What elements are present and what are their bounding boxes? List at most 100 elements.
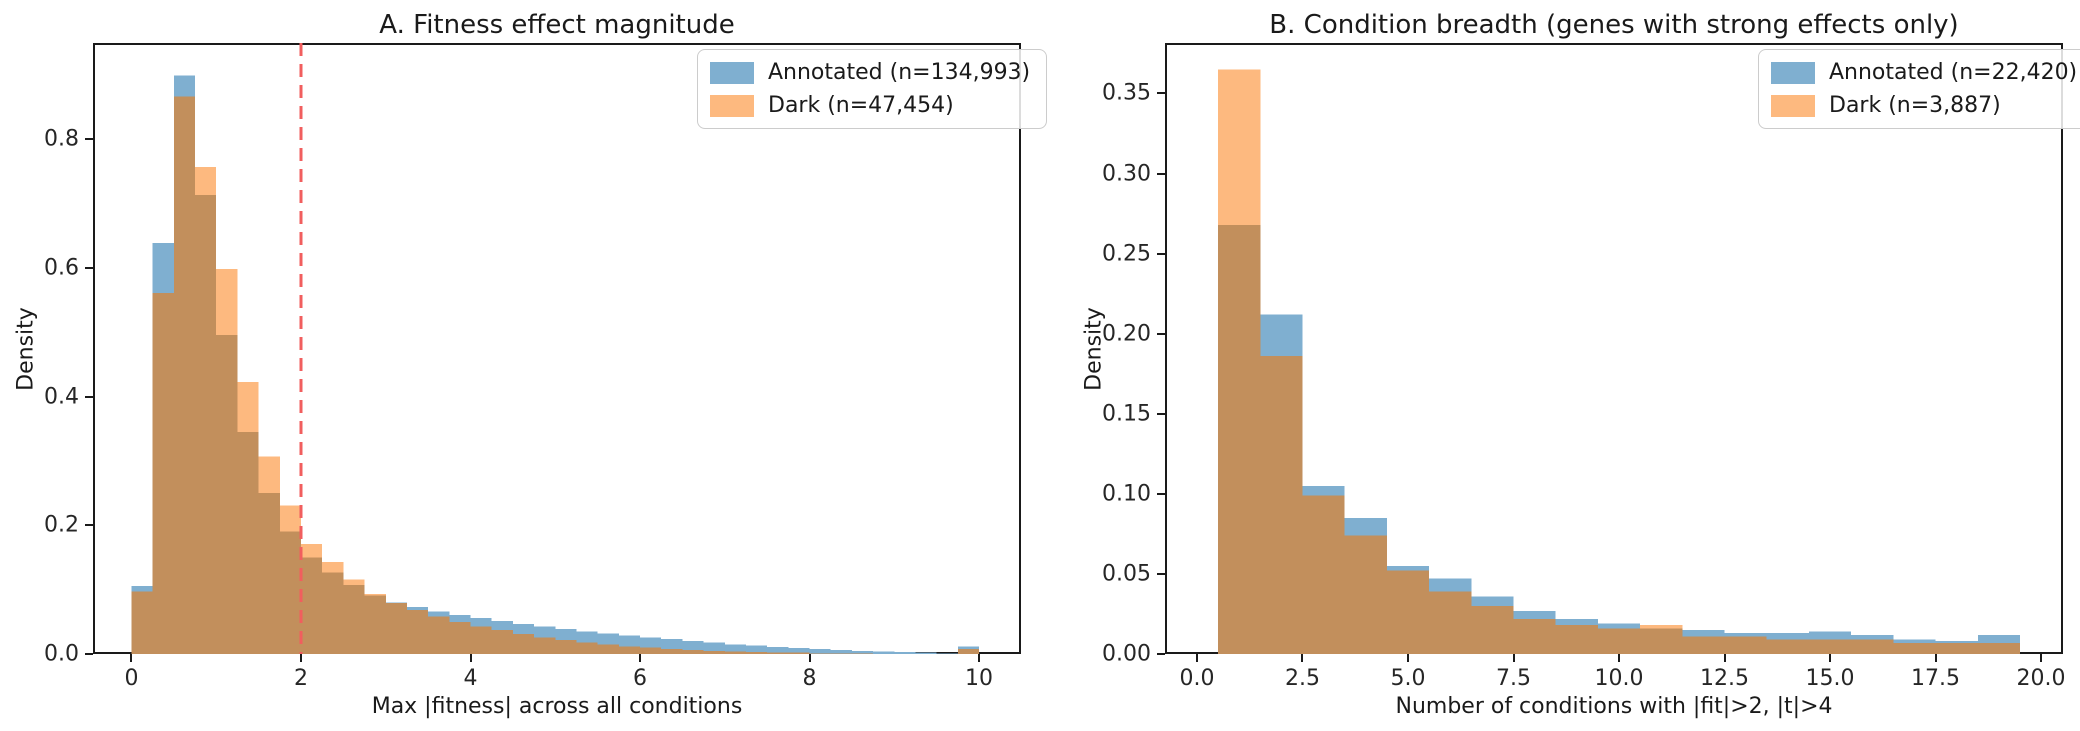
histogram-bar-overlap [1555, 625, 1598, 654]
x-tick-label: 17.5 [1911, 666, 1961, 691]
histogram-bar-overlap [512, 634, 535, 654]
x-tick-label: 10.0 [1594, 666, 1644, 691]
histogram-bar-overlap [788, 652, 810, 654]
histogram-bar-overlap [322, 572, 344, 654]
histogram-bar-overlap [1893, 642, 1936, 654]
x-tick-label: 7.5 [1496, 666, 1531, 691]
histogram-bar-overlap [152, 293, 174, 654]
histogram-bar-annotated [1808, 631, 1852, 640]
histogram-bar-annotated [1260, 314, 1303, 357]
x-tick [299, 654, 302, 662]
legend-entry-dark: Dark (n=47,454) [710, 93, 1030, 118]
histogram-bar-annotated [873, 651, 895, 654]
histogram-bar-annotated [1724, 633, 1767, 637]
histogram-bar-overlap [428, 616, 450, 654]
histogram-bar-overlap [1218, 224, 1261, 654]
histogram-bar-annotated [661, 639, 683, 649]
histogram-bar-annotated [576, 631, 598, 643]
panel-b-legend: Annotated (n=22,420) Dark (n=3,887) [1758, 49, 2080, 129]
histogram-bar-annotated [1597, 623, 1641, 629]
histogram-bar-annotated [512, 623, 535, 635]
panel-a-axes [93, 43, 1021, 654]
x-tick [1407, 654, 1409, 662]
legend-entry-annotated: Annotated (n=134,993) [710, 60, 1030, 85]
histogram-bar-dark [322, 561, 344, 573]
histogram-bar-overlap [1808, 639, 1852, 654]
y-tick-label: 0.15 [1102, 401, 1151, 427]
histogram-bar-annotated [131, 585, 153, 592]
x-tick-label: 5.0 [1390, 666, 1426, 691]
y-tick-label: 0.0 [44, 641, 79, 667]
histogram-bar-annotated [1429, 578, 1472, 592]
histogram-bar-annotated [1893, 639, 1936, 643]
y-tick [85, 138, 93, 141]
y-tick [1157, 332, 1165, 335]
histogram-bar-overlap [724, 651, 746, 654]
y-tick [1157, 572, 1165, 575]
histogram-bar-overlap [491, 630, 513, 654]
x-tick-label: 2 [293, 666, 308, 691]
histogram-bar-overlap [597, 644, 619, 654]
x-tick-label: 2.5 [1284, 666, 1320, 691]
histogram-bar-overlap [300, 557, 323, 654]
legend-label: Annotated (n=134,993) [768, 60, 1031, 85]
panel-a-legend: Annotated (n=134,993) Dark (n=47,454) [697, 49, 1048, 129]
histogram-bar-overlap [1640, 628, 1683, 654]
histogram-bar-overlap [809, 653, 831, 654]
histogram-bar-annotated [788, 648, 810, 653]
histogram-bar-overlap [1429, 591, 1472, 654]
y-tick-label: 0.6 [44, 255, 79, 281]
histogram-bar-annotated [534, 626, 556, 638]
histogram-bar-overlap [173, 96, 196, 654]
x-tick [469, 654, 472, 662]
y-tick [1157, 252, 1165, 255]
y-tick [85, 266, 93, 269]
histogram-bar-dark [343, 579, 365, 586]
histogram-bar-annotated [1935, 641, 1978, 643]
histogram-bar-overlap [258, 493, 280, 654]
histogram-bar-overlap [534, 637, 556, 654]
x-tick-label: 0 [124, 666, 139, 691]
legend-entry-annotated: Annotated (n=22,420) [1771, 60, 2077, 85]
legend-entry-dark: Dark (n=3,887) [1771, 93, 2077, 118]
x-tick-label: 6 [633, 666, 648, 691]
histogram-bar-overlap [343, 585, 365, 654]
y-tick [1157, 92, 1165, 95]
panel-b-ylabel: Density [1081, 307, 1107, 391]
histogram-bar-annotated [1682, 629, 1725, 637]
histogram-bar-annotated [1344, 517, 1387, 536]
histogram-bar-annotated [428, 611, 450, 617]
histogram-bar-overlap [279, 531, 301, 654]
x-tick [130, 654, 133, 662]
histogram-bar-annotated [618, 635, 641, 647]
histogram-bar-annotated [1513, 610, 1556, 619]
histogram-bar-annotated [767, 646, 789, 653]
legend-label: Dark (n=47,454) [768, 93, 954, 118]
histogram-bar-overlap [1851, 639, 1894, 654]
legend-label: Annotated (n=22,420) [1829, 60, 2078, 85]
y-tick-label: 0.00 [1102, 641, 1151, 667]
y-tick [1157, 653, 1165, 655]
annotated-swatch-icon [710, 61, 754, 84]
histogram-bar-annotated [406, 607, 429, 611]
histogram-bar-overlap [449, 621, 471, 654]
y-tick-label: 0.35 [1102, 80, 1151, 106]
y-tick [85, 395, 93, 398]
x-tick [1618, 654, 1621, 662]
histogram-bar-dark [258, 456, 280, 494]
histogram-bar-overlap [1597, 628, 1641, 654]
histogram-bar-annotated [1766, 633, 1809, 640]
x-tick [1512, 654, 1515, 662]
panel-a-title: A. Fitness effect magnitude [379, 10, 735, 40]
y-tick [1157, 412, 1165, 415]
histogram-bar-dark [195, 166, 217, 196]
annotated-swatch-icon [1771, 61, 1815, 84]
dark-swatch-icon [1771, 94, 1815, 117]
histogram-bar-overlap [385, 603, 407, 654]
x-tick [1723, 654, 1726, 662]
histogram-plot-area [131, 43, 980, 654]
histogram-bar-overlap [618, 646, 641, 654]
histogram-bar-overlap [957, 648, 980, 654]
histogram-bar-annotated [449, 614, 471, 622]
y-tick-label: 0.10 [1102, 481, 1151, 507]
